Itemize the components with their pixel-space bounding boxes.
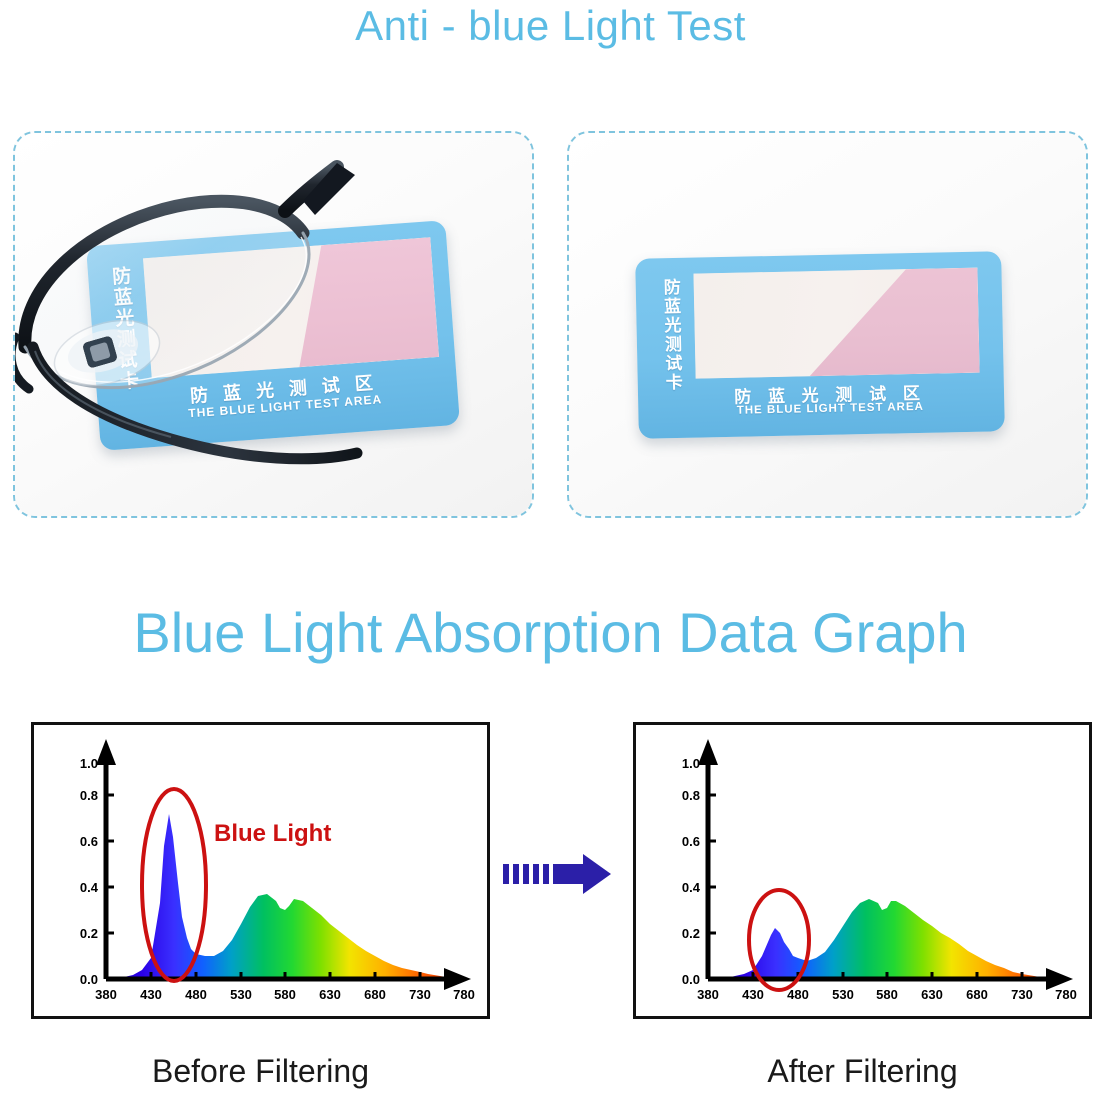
svg-text:430: 430 — [742, 987, 764, 1002]
frame-endpiece — [15, 332, 34, 394]
photo-panel-with-glasses: 防蓝光测试卡 防 蓝 光 测 试 区 THE BLUE LIGHT TEST A… — [13, 131, 534, 518]
temple-arm-highlight — [34, 350, 172, 438]
x-axis-ticks — [149, 972, 422, 979]
svg-text:380: 380 — [95, 987, 117, 1002]
y-axis-tick-labels: 0.0 0.2 0.4 0.6 0.8 1.0 — [80, 756, 99, 987]
svg-text:630: 630 — [921, 987, 943, 1002]
blue-light-highlight-ellipse — [140, 787, 208, 983]
x-axis-arrowhead — [444, 968, 471, 990]
section-title-absorption: Blue Light Absorption Data Graph — [133, 601, 968, 664]
y-axis-arrowhead — [698, 739, 718, 765]
blue-light-highlight-ellipse — [747, 888, 811, 992]
svg-text:530: 530 — [832, 987, 854, 1002]
transition-arrow — [503, 850, 615, 898]
caption-before-filtering: Before Filtering — [152, 1053, 369, 1089]
svg-text:530: 530 — [230, 987, 252, 1002]
chart-before-svg: 0.0 0.2 0.4 0.6 0.8 1.0 380 430 480 530 … — [80, 739, 475, 1002]
eyeglasses — [15, 141, 405, 471]
nose-pad-assembly — [53, 319, 161, 387]
chart-after-filtering: 0.0 0.2 0.4 0.6 0.8 1.0 380 430 480 530 … — [633, 722, 1092, 1019]
svg-text:0.8: 0.8 — [682, 788, 700, 803]
svg-text:580: 580 — [876, 987, 898, 1002]
svg-text:0.8: 0.8 — [80, 788, 98, 803]
arrow-dash-segments — [503, 864, 549, 884]
svg-text:580: 580 — [274, 987, 296, 1002]
svg-text:480: 480 — [787, 987, 809, 1002]
svg-text:0.0: 0.0 — [682, 972, 700, 987]
chart-after-svg: 0.0 0.2 0.4 0.6 0.8 1.0 380 430 480 530 … — [682, 739, 1077, 1002]
spectrum-curve-before — [106, 814, 464, 979]
blue-light-test-card: 防蓝光测试卡 防 蓝 光 测 试 区 THE BLUE LIGHT TEST A… — [635, 251, 1005, 439]
svg-text:0.2: 0.2 — [682, 926, 700, 941]
svg-text:0.2: 0.2 — [80, 926, 98, 941]
svg-text:680: 680 — [364, 987, 386, 1002]
y-axis-ticks — [708, 793, 716, 981]
photo-panel-card-only: 防蓝光测试卡 防 蓝 光 测 试 区 THE BLUE LIGHT TEST A… — [567, 131, 1088, 518]
svg-text:0.4: 0.4 — [682, 880, 701, 895]
blue-light-annotation-label: Blue Light — [214, 820, 331, 847]
y-axis-arrowhead — [96, 739, 116, 765]
x-axis-arrowhead — [1046, 968, 1073, 990]
svg-text:780: 780 — [453, 987, 475, 1002]
page-title: Anti - blue Light Test — [355, 2, 746, 49]
frame-rim-upper — [18, 194, 310, 354]
x-axis-tick-labels: 380 430 480 530 580 630 680 730 780 — [697, 987, 1077, 1002]
card-test-window — [693, 267, 980, 379]
chart-before-filtering: 0.0 0.2 0.4 0.6 0.8 1.0 380 430 480 530 … — [31, 722, 490, 1019]
svg-text:0.0: 0.0 — [80, 972, 98, 987]
svg-text:1.0: 1.0 — [682, 756, 700, 771]
svg-text:430: 430 — [140, 987, 162, 1002]
svg-text:730: 730 — [409, 987, 431, 1002]
svg-text:0.4: 0.4 — [80, 880, 99, 895]
arrow-head — [553, 854, 611, 894]
caption-after-filtering: After Filtering — [767, 1053, 958, 1089]
svg-text:780: 780 — [1055, 987, 1077, 1002]
svg-text:0.6: 0.6 — [682, 834, 700, 849]
svg-text:630: 630 — [319, 987, 341, 1002]
svg-text:1.0: 1.0 — [80, 756, 98, 771]
y-axis-ticks — [106, 793, 114, 981]
svg-text:380: 380 — [697, 987, 719, 1002]
svg-text:680: 680 — [966, 987, 988, 1002]
y-axis-tick-labels: 0.0 0.2 0.4 0.6 0.8 1.0 — [682, 756, 701, 987]
svg-text:730: 730 — [1011, 987, 1033, 1002]
spectrum-curve-after — [708, 899, 1066, 979]
x-axis-ticks — [751, 972, 1024, 979]
x-axis-tick-labels: 380 430 480 530 580 630 680 730 780 — [95, 987, 475, 1002]
frame-hinge-block — [303, 163, 355, 215]
svg-text:0.6: 0.6 — [80, 834, 98, 849]
svg-text:480: 480 — [185, 987, 207, 1002]
